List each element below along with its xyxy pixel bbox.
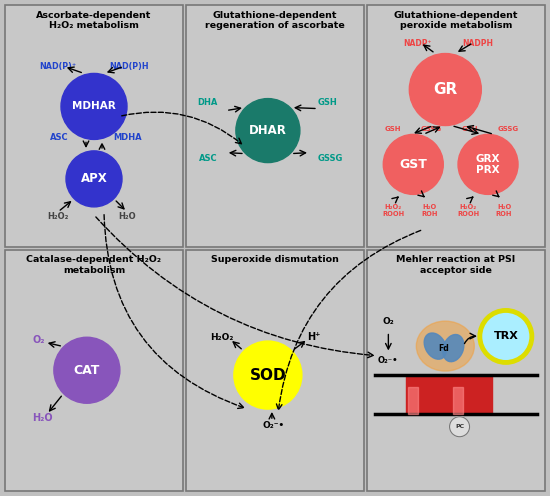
Text: MDHA: MDHA [114, 133, 142, 142]
Text: GRX
PRX: GRX PRX [476, 154, 500, 175]
Ellipse shape [424, 333, 447, 359]
Text: DHAR: DHAR [249, 124, 287, 137]
Text: GSH: GSH [318, 98, 338, 107]
Text: Fd: Fd [438, 344, 449, 353]
Circle shape [236, 99, 300, 163]
Text: H₂O₂: H₂O₂ [210, 333, 234, 342]
Text: GSSG: GSSG [498, 126, 519, 132]
Text: Glutathione-dependent
regeneration of ascorbate: Glutathione-dependent regeneration of as… [205, 11, 345, 30]
Text: MDHAR: MDHAR [72, 101, 116, 112]
Circle shape [54, 337, 120, 403]
Text: APX: APX [81, 173, 107, 186]
Circle shape [234, 341, 302, 409]
Text: NAD(P)H: NAD(P)H [109, 62, 149, 71]
Text: Glutathione-dependent
peroxide metabolism: Glutathione-dependent peroxide metabolis… [394, 11, 518, 30]
Text: H⁺: H⁺ [307, 332, 321, 342]
Text: SOD: SOD [250, 368, 286, 382]
Text: Mehler reaction at PSI
acceptor side: Mehler reaction at PSI acceptor side [397, 255, 516, 275]
Bar [5, 5, 183, 247]
Circle shape [61, 73, 127, 139]
Text: PC: PC [455, 424, 464, 429]
Bar [408, 387, 418, 414]
Text: NAD(P)⁺: NAD(P)⁺ [40, 62, 76, 71]
Ellipse shape [416, 321, 474, 371]
Text: GSH: GSH [385, 126, 402, 132]
Text: GSH: GSH [462, 126, 478, 132]
Circle shape [480, 310, 532, 363]
Text: ASC: ASC [50, 133, 68, 142]
Circle shape [383, 134, 443, 194]
Text: NADP⁺: NADP⁺ [403, 39, 432, 48]
Bar [5, 249, 183, 491]
Text: NADPH: NADPH [462, 39, 493, 48]
Text: H₂O: H₂O [32, 413, 53, 423]
Text: GST: GST [399, 158, 427, 171]
Text: O₂⁻•: O₂⁻• [378, 356, 399, 365]
Text: H₂O
ROH: H₂O ROH [496, 204, 512, 217]
Bar [406, 375, 492, 414]
Text: O₂: O₂ [382, 317, 394, 326]
Text: Catalase-dependent H₂O₂
metabolism: Catalase-dependent H₂O₂ metabolism [26, 255, 162, 275]
Text: TRX: TRX [493, 331, 518, 341]
Text: H₂O₂: H₂O₂ [47, 212, 69, 221]
Circle shape [449, 417, 470, 436]
Text: DHA: DHA [197, 98, 218, 107]
Circle shape [458, 134, 518, 194]
Text: O₂⁻•: O₂⁻• [263, 421, 285, 430]
Bar [367, 5, 545, 247]
Ellipse shape [443, 334, 464, 362]
Bar [186, 249, 364, 491]
Circle shape [66, 151, 122, 207]
Bar [367, 249, 545, 491]
Text: O₂: O₂ [32, 335, 45, 345]
Text: GR: GR [433, 82, 458, 97]
Text: H₂O
ROH: H₂O ROH [421, 204, 438, 217]
Circle shape [409, 54, 481, 125]
Text: H₂O₂
ROOH: H₂O₂ ROOH [382, 204, 404, 217]
Bar [186, 5, 364, 247]
Text: H₂O: H₂O [118, 212, 136, 221]
Text: GSSG: GSSG [318, 154, 343, 163]
Text: H₂O₂
ROOH: H₂O₂ ROOH [457, 204, 479, 217]
Text: CAT: CAT [74, 364, 100, 377]
Text: ASC: ASC [199, 154, 218, 163]
Bar [453, 387, 464, 414]
Text: Ascorbate-dependent
H₂O₂ metabolism: Ascorbate-dependent H₂O₂ metabolism [36, 11, 152, 30]
Text: Superoxide dismutation: Superoxide dismutation [211, 255, 339, 264]
Text: GSSG: GSSG [421, 126, 442, 132]
